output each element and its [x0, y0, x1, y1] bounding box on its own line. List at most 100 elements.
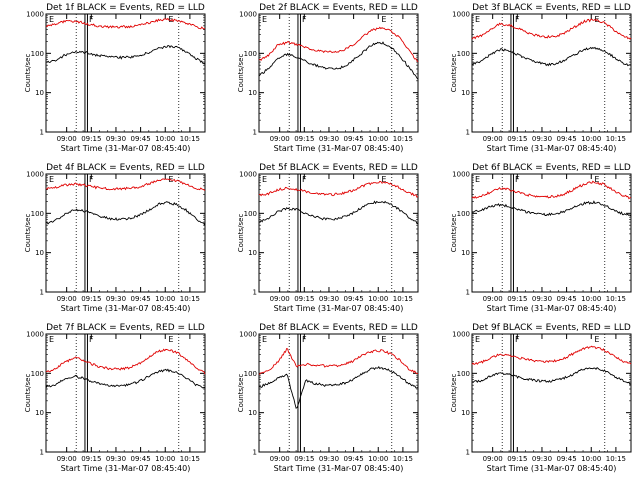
detector-plot-8: Det 8f BLACK = Events, RED = LLD 1 10 100 10… [237, 323, 419, 473]
y-axis-label: Counts/sec [237, 374, 245, 413]
y-tick-label: 1 [40, 129, 44, 137]
y-tick-label: 10 [248, 249, 257, 257]
y-tick-label: 10 [35, 249, 44, 257]
x-tick-label: 09:30 [319, 135, 339, 143]
y-tick-label: 100 [31, 370, 44, 378]
series-line-black [471, 366, 632, 386]
y-tick-label: 1000 [26, 331, 44, 339]
x-tick-label: 10:15 [180, 295, 200, 303]
y-tick-label: 10 [35, 89, 44, 97]
x-tick-label: 09:45 [344, 455, 364, 463]
x-axis-label: Start Time (31-Mar-07 08:45:40) [61, 304, 191, 313]
y-tick-label: 1 [253, 449, 257, 457]
plot-frame [45, 333, 206, 453]
x-tick-label: 10:00 [155, 455, 175, 463]
marker-label: E [262, 175, 267, 184]
marker-label: E [168, 15, 173, 24]
x-tick-label: 09:30 [106, 295, 126, 303]
x-tick-label: 10:00 [581, 295, 601, 303]
marker-label: E [594, 335, 599, 344]
plot-frame [471, 13, 632, 133]
x-axis-label: Start Time (31-Mar-07 08:45:40) [487, 304, 617, 313]
y-tick-label: 10 [461, 409, 470, 417]
x-tick-label: 09:00 [57, 135, 77, 143]
y-tick-label: 1000 [239, 11, 257, 19]
plot-title: Det 7f BLACK = Events, RED = LLD [46, 323, 205, 333]
y-tick-label: 1 [253, 129, 257, 137]
x-tick-label: 09:45 [344, 135, 364, 143]
x-tick-label: 10:15 [606, 455, 626, 463]
y-tick-label: 1 [253, 289, 257, 297]
plot-frame [258, 13, 419, 133]
series-line-black [258, 41, 419, 80]
series-line-black [471, 46, 632, 67]
marker-label: F [302, 15, 307, 24]
x-tick-label: 09:30 [106, 455, 126, 463]
series-line-black [258, 200, 418, 224]
series-line-black [471, 200, 632, 217]
plot-title: Det 3f BLACK = Events, RED = LLD [472, 3, 631, 13]
x-tick-label: 10:15 [606, 295, 626, 303]
y-tick-label: 100 [244, 50, 257, 58]
marker-label: E [49, 15, 54, 24]
y-tick-label: 10 [461, 249, 470, 257]
y-tick-label: 1000 [452, 11, 470, 19]
x-tick-label: 09:30 [532, 455, 552, 463]
x-tick-label: 09:00 [57, 295, 77, 303]
y-tick-label: 100 [457, 50, 470, 58]
marker-label: E [475, 175, 480, 184]
x-tick-label: 09:15 [81, 135, 101, 143]
detector-plot-1: Det 1f BLACK = Events, RED = LLD 1 10 100 10… [24, 3, 206, 153]
plot-title: Det 4f BLACK = Events, RED = LLD [46, 163, 205, 173]
series-line-black [46, 201, 206, 227]
y-axis-label: Counts/sec [450, 374, 458, 413]
y-tick-label: 10 [35, 409, 44, 417]
x-tick-label: 10:00 [155, 295, 175, 303]
y-axis-label: Counts/sec [237, 54, 245, 93]
x-tick-label: 09:45 [344, 295, 364, 303]
marker-label: E [49, 175, 54, 184]
plot-title: Det 6f BLACK = Events, RED = LLD [472, 163, 631, 173]
marker-label: E [262, 15, 267, 24]
y-axis-label: Counts/sec [24, 374, 32, 413]
x-tick-label: 09:15 [81, 455, 101, 463]
y-tick-label: 1 [466, 449, 470, 457]
y-tick-label: 1000 [239, 171, 257, 179]
plot-frame [258, 173, 419, 293]
marker-label: E [381, 15, 386, 24]
y-tick-label: 1000 [452, 331, 470, 339]
marker-label: E [49, 335, 54, 344]
x-tick-label: 09:00 [270, 135, 290, 143]
plot-frame [45, 173, 206, 293]
plot-title: Det 5f BLACK = Events, RED = LLD [259, 163, 418, 173]
x-tick-label: 09:30 [532, 295, 552, 303]
detector-plot-5: Det 5f BLACK = Events, RED = LLD 1 10 100 10… [237, 163, 419, 313]
x-tick-label: 10:15 [393, 455, 413, 463]
y-tick-label: 100 [244, 370, 257, 378]
x-axis-label: Start Time (31-Mar-07 08:45:40) [274, 144, 404, 153]
series-line-red [45, 178, 206, 191]
marker-label: F [89, 15, 94, 24]
x-tick-label: 10:15 [393, 295, 413, 303]
marker-label: E [594, 175, 599, 184]
detector-plot-7: Det 7f BLACK = Events, RED = LLD 1 10 100 10… [24, 323, 206, 473]
detector-plot-6: Det 6f BLACK = Events, RED = LLD 1 10 100 10… [450, 163, 632, 313]
marker-label: F [515, 175, 520, 184]
detector-plot-9: Det 9f BLACK = Events, RED = LLD 1 10 100 10… [450, 323, 632, 473]
x-axis-label: Start Time (31-Mar-07 08:45:40) [487, 464, 617, 473]
x-tick-label: 09:30 [106, 135, 126, 143]
y-tick-label: 1 [466, 289, 470, 297]
y-tick-label: 10 [248, 409, 257, 417]
x-tick-label: 09:00 [270, 295, 290, 303]
series-line-red [45, 348, 206, 375]
marker-label: E [168, 335, 173, 344]
x-tick-label: 10:00 [368, 455, 388, 463]
x-tick-label: 09:30 [532, 135, 552, 143]
y-tick-label: 10 [248, 89, 257, 97]
x-tick-label: 10:00 [368, 135, 388, 143]
marker-label: F [89, 175, 94, 184]
marker-label: F [515, 15, 520, 24]
x-tick-label: 09:45 [131, 455, 151, 463]
marker-label: F [302, 175, 307, 184]
